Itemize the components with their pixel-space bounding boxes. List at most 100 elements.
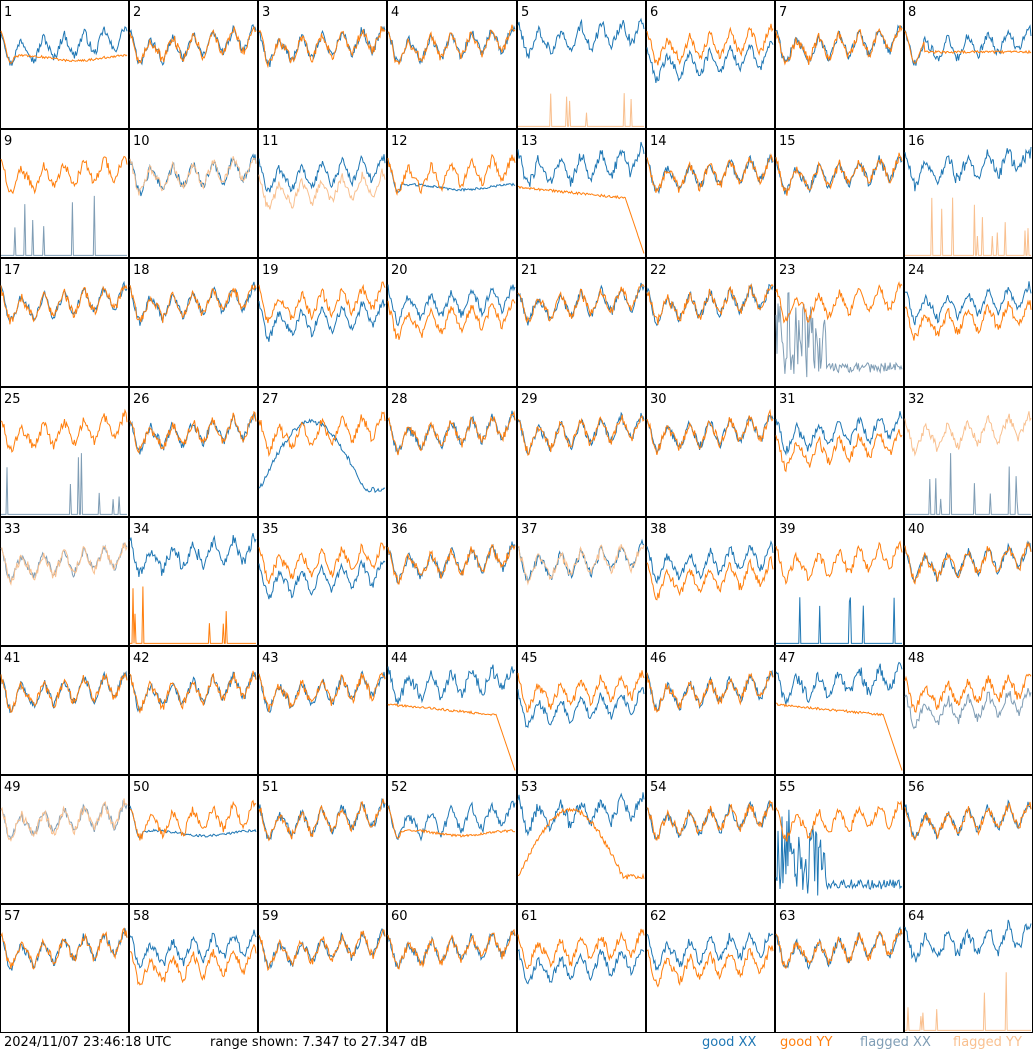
series-yy-52 [387, 805, 516, 839]
series-xx-52 [387, 800, 516, 842]
panel-frame [775, 904, 904, 1033]
series-yy-58 [130, 943, 257, 986]
series-yy-3 [258, 26, 386, 69]
series-yy-42 [129, 670, 257, 714]
series-xx-53 [517, 792, 645, 837]
series-yy-48 [904, 673, 1032, 713]
panel-3: 3 [258, 0, 387, 129]
series-xx-23 [775, 292, 903, 378]
panel-12: 12 [387, 129, 517, 258]
panel-frame [387, 904, 517, 1033]
panel-1: 1 [0, 0, 129, 129]
series-yy-12 [387, 153, 516, 196]
series-xx-48 [904, 687, 1032, 730]
panel-label: 51 [262, 780, 279, 795]
panel-label: 31 [779, 392, 796, 407]
panel-frame [904, 904, 1033, 1033]
series-yy-36 [387, 544, 516, 585]
panel-41: 41 [0, 646, 129, 775]
panel-frame [904, 258, 1033, 387]
panel-31: 31 [775, 387, 904, 517]
panel-label: 26 [133, 392, 150, 407]
panel-51: 51 [258, 775, 387, 904]
series-xx-13 [517, 141, 645, 187]
panel-frame [0, 517, 129, 646]
legend-good-yy: good YY [780, 1035, 833, 1050]
series-yy-1 [0, 30, 128, 64]
panel-frame [387, 129, 517, 258]
panel-frame [517, 129, 646, 258]
series-xx-58 [129, 929, 257, 969]
series-xx-6 [646, 40, 774, 83]
panel-label: 9 [4, 134, 12, 149]
series-xx-27 [258, 418, 386, 494]
panel-39: 39 [775, 517, 904, 646]
panel-frame [258, 258, 387, 387]
series-xx-32 [905, 453, 1031, 515]
series-xx-35 [258, 559, 386, 600]
panel-2: 2 [129, 0, 258, 129]
panel-42: 42 [129, 646, 258, 775]
series-yy-8 [904, 30, 1032, 64]
panel-frame [0, 0, 129, 129]
panel-frame [258, 775, 387, 904]
panel-43: 43 [258, 646, 387, 775]
panel-5: 5 [517, 0, 646, 129]
panel-frame [904, 517, 1033, 646]
panel-25: 25 [0, 387, 129, 517]
panel-frame [387, 517, 517, 646]
panel-18: 18 [129, 258, 258, 387]
series-xx-19 [258, 299, 386, 342]
series-xx-34 [129, 532, 257, 577]
panel-label: 63 [779, 909, 796, 924]
panel-60: 60 [387, 904, 517, 1033]
panel-label: 55 [779, 780, 796, 795]
panel-47: 47 [775, 646, 904, 775]
panel-24: 24 [904, 258, 1033, 387]
series-xx-46 [646, 669, 774, 713]
panel-14: 14 [646, 129, 775, 258]
panel-frame [129, 129, 258, 258]
series-xx-38 [646, 540, 774, 585]
panel-label: 40 [908, 522, 925, 537]
series-yy-55 [775, 800, 903, 843]
series-yy-22 [646, 283, 774, 325]
series-yy-14 [646, 153, 774, 193]
panel-label: 53 [521, 780, 538, 795]
series-yy-51 [258, 798, 386, 842]
panel-label: 30 [650, 392, 667, 407]
panel-6: 6 [646, 0, 775, 129]
panel-46: 46 [646, 646, 775, 775]
panel-label: 24 [908, 263, 925, 278]
panel-frame [258, 0, 387, 129]
panel-label: 32 [908, 392, 925, 407]
panel-label: 41 [4, 651, 21, 666]
panel-label: 33 [4, 522, 21, 537]
series-xx-31 [775, 411, 903, 456]
panel-label: 21 [521, 263, 538, 278]
series-xx-55 [775, 809, 903, 896]
panel-26: 26 [129, 387, 258, 517]
series-xx-33 [0, 542, 128, 584]
panel-label: 1 [4, 5, 12, 20]
panel-frame [646, 387, 775, 517]
series-yy-46 [646, 670, 774, 713]
panel-frame [517, 387, 646, 517]
panel-label: 2 [133, 5, 141, 20]
panel-57: 57 [0, 904, 129, 1033]
series-yy-18 [129, 283, 257, 323]
series-xx-45 [517, 687, 645, 729]
series-yy-38 [646, 555, 774, 601]
series-yy-32 [904, 411, 1032, 457]
series-xx-16 [904, 146, 1032, 192]
panel-frame [258, 129, 387, 258]
panel-label: 17 [4, 263, 21, 278]
series-xx-59 [258, 927, 386, 969]
panel-frame [0, 129, 129, 258]
panel-frame [387, 0, 517, 129]
series-yy-41 [0, 671, 128, 714]
panel-61: 61 [517, 904, 646, 1033]
series-yy-44 [387, 702, 516, 771]
panel-label: 44 [391, 651, 408, 666]
